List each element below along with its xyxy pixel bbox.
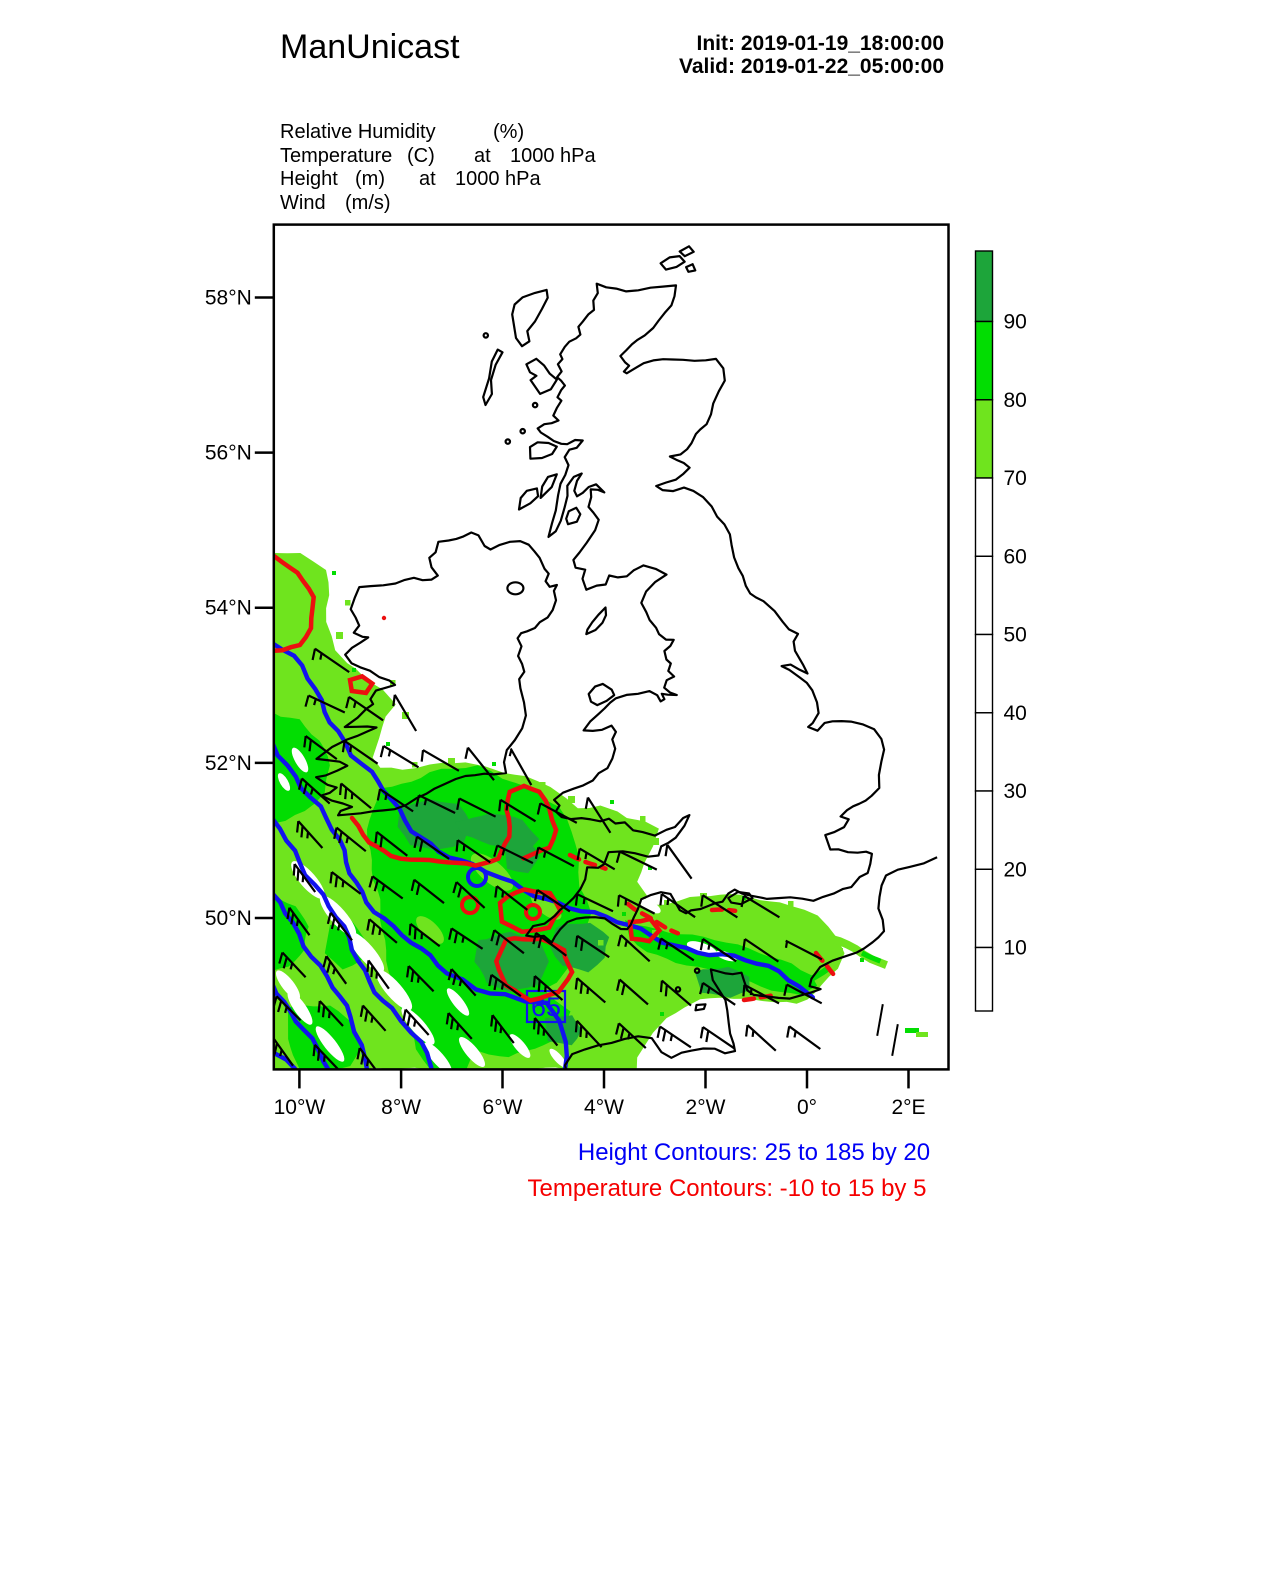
svg-text:at: at — [419, 168, 436, 190]
svg-text:50: 50 — [1004, 624, 1027, 647]
svg-text:40: 40 — [1004, 702, 1027, 725]
svg-text:Valid: 2019-01-22_05:00:00: Valid: 2019-01-22_05:00:00 — [679, 55, 944, 78]
svg-text:(m/s): (m/s) — [345, 192, 391, 214]
svg-text:Height: Height — [280, 168, 338, 190]
svg-text:58°N: 58°N — [205, 287, 252, 310]
svg-text:4°W: 4°W — [584, 1096, 624, 1119]
svg-text:Wind: Wind — [280, 192, 326, 214]
svg-text:70: 70 — [1004, 467, 1027, 490]
svg-text:2°W: 2°W — [686, 1096, 726, 1119]
svg-text:30: 30 — [1004, 780, 1027, 803]
svg-text:2°E: 2°E — [891, 1096, 925, 1119]
svg-text:54°N: 54°N — [205, 597, 252, 620]
svg-text:56°N: 56°N — [205, 442, 252, 465]
svg-text:Temperature: Temperature — [280, 145, 392, 167]
svg-text:6°W: 6°W — [483, 1096, 523, 1119]
svg-text:10: 10 — [1004, 937, 1027, 960]
svg-text:ManUnicast: ManUnicast — [280, 28, 460, 66]
svg-text:80: 80 — [1004, 389, 1027, 412]
svg-text:Relative Humidity: Relative Humidity — [280, 121, 436, 143]
svg-text:50°N: 50°N — [205, 907, 252, 930]
svg-text:at: at — [474, 145, 491, 167]
svg-text:Init: 2019-01-19_18:00:00: Init: 2019-01-19_18:00:00 — [697, 32, 944, 55]
svg-text:60: 60 — [1004, 545, 1027, 568]
svg-text:90: 90 — [1004, 311, 1027, 334]
svg-text:Height Contours: 25 to 185 by: Height Contours: 25 to 185 by 20 — [578, 1139, 930, 1166]
svg-text:52°N: 52°N — [205, 752, 252, 775]
svg-text:(C): (C) — [407, 145, 435, 167]
svg-text:(m): (m) — [355, 168, 385, 190]
svg-text:1000 hPa: 1000 hPa — [455, 168, 542, 190]
svg-text:8°W: 8°W — [381, 1096, 421, 1119]
svg-text:(%): (%) — [493, 121, 524, 143]
svg-text:10°W: 10°W — [274, 1096, 326, 1119]
svg-text:1000 hPa: 1000 hPa — [510, 145, 597, 167]
svg-text:Temperature Contours: -10 to 1: Temperature Contours: -10 to 15 by 5 — [528, 1175, 927, 1202]
svg-text:0°: 0° — [797, 1096, 817, 1119]
svg-text:20: 20 — [1004, 858, 1027, 881]
